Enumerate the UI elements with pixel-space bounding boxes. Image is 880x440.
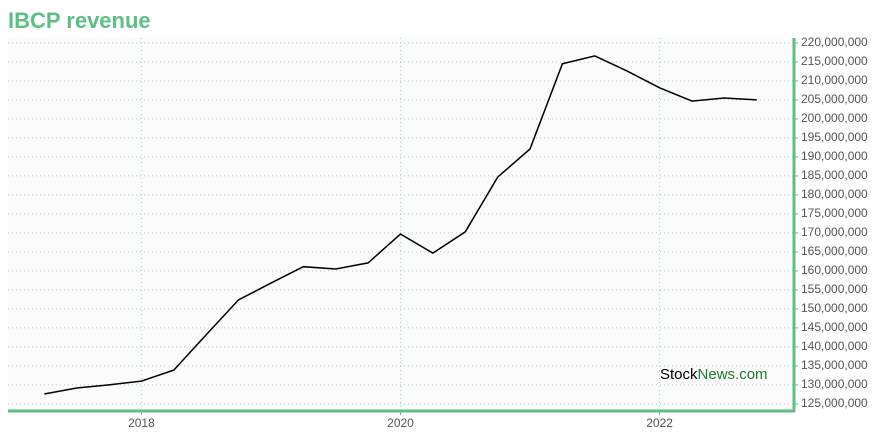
y-tick-label: 185,000,000 — [801, 168, 868, 182]
y-tick-label: 190,000,000 — [801, 149, 868, 163]
y-tick-label: 180,000,000 — [801, 187, 868, 201]
y-tick-label: 140,000,000 — [801, 339, 868, 353]
y-tick-label: 220,000,000 — [801, 35, 868, 49]
y-tick-label: 215,000,000 — [801, 54, 868, 68]
x-tick-label: 2018 — [128, 416, 155, 430]
y-tick-label: 160,000,000 — [801, 263, 868, 277]
watermark-part: News.com — [698, 366, 768, 383]
x-tick-label: 2022 — [646, 416, 673, 430]
y-tick-label: 145,000,000 — [801, 320, 868, 334]
watermark: StockNews.com — [660, 366, 768, 383]
y-tick-label: 205,000,000 — [801, 92, 868, 106]
y-tick-label: 175,000,000 — [801, 206, 868, 220]
y-tick-label: 130,000,000 — [801, 377, 868, 391]
line — [44, 55, 757, 395]
y-tick-label: 135,000,000 — [801, 358, 868, 372]
y-tick-label: 200,000,000 — [801, 111, 868, 125]
y-tick-label: 125,000,000 — [801, 396, 868, 410]
y-tick-label: 150,000,000 — [801, 301, 868, 315]
y-tick-label: 195,000,000 — [801, 130, 868, 144]
y-tick-label: 210,000,000 — [801, 73, 868, 87]
y-tick-label: 155,000,000 — [801, 282, 868, 296]
chart-title: IBCP revenue — [8, 8, 151, 33]
x-tick-label: 2020 — [387, 416, 414, 430]
watermark-part: Stock — [660, 366, 698, 383]
y-tick-label: 165,000,000 — [801, 244, 868, 258]
y-tick-label: 170,000,000 — [801, 225, 868, 239]
